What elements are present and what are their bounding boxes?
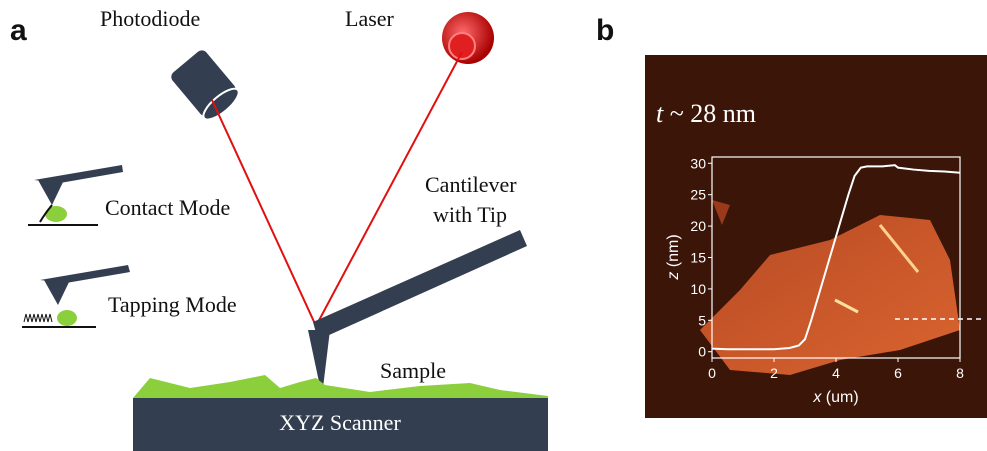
y-tick-label: 25 — [690, 187, 706, 203]
panel-label: a — [10, 14, 27, 47]
photodiode-label: Photodiode — [100, 6, 200, 31]
photodiode — [169, 48, 243, 125]
y-tick-label: 20 — [690, 218, 706, 234]
panel-label: b — [596, 14, 614, 47]
y-tick-label: 30 — [690, 155, 706, 171]
y-tick-label: 5 — [698, 312, 706, 328]
x-label-unit: (um) — [826, 389, 859, 406]
scanner-label: XYZ Scanner — [279, 410, 401, 435]
y-label-var: z — [665, 272, 682, 281]
x-tick-label: 0 — [708, 365, 716, 381]
cantilever-label: with Tip — [433, 202, 507, 227]
figure: a Photodiode Laser Cantilever with Tip C… — [0, 0, 987, 451]
y-label-unit: (nm) — [665, 234, 682, 267]
cantilever-label: Cantilever — [425, 172, 517, 197]
mode-label: Tapping Mode — [108, 292, 237, 317]
x-tick-label: 4 — [832, 365, 840, 381]
x-tick-label: 6 — [894, 365, 902, 381]
mode-label: Contact Mode — [105, 195, 230, 220]
y-tick-label: 0 — [698, 344, 706, 360]
thickness-annotation: t ~ 28 nm — [656, 99, 756, 128]
x-tick-label: 2 — [770, 365, 778, 381]
x-axis-label: x (um) — [812, 389, 858, 406]
x-label-var: x — [812, 389, 822, 406]
thickness-text: ~ 28 nm — [670, 99, 756, 128]
laser-label: Laser — [345, 6, 395, 31]
sample — [133, 375, 548, 402]
y-tick-label: 10 — [690, 281, 706, 297]
laser — [442, 12, 494, 64]
x-tick-label: 8 — [956, 365, 964, 381]
sample-label: Sample — [380, 358, 446, 383]
y-axis-label: z (nm) — [665, 234, 682, 280]
thickness-var: t — [656, 99, 664, 128]
y-tick-label: 15 — [690, 250, 706, 266]
